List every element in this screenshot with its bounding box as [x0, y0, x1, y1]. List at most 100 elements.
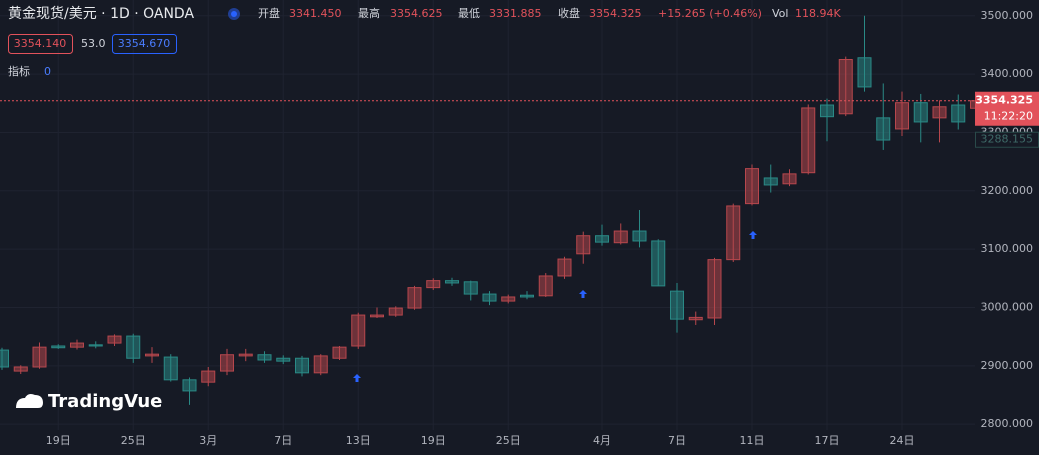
candle-body	[70, 342, 84, 348]
ohlc-value: 3341.450	[289, 7, 342, 20]
y-tick-label: 3500.000	[981, 9, 1034, 22]
y-tick-label: 3200.000	[981, 184, 1034, 197]
x-tick-label: 19日	[46, 434, 71, 447]
watermark: TradingVue	[48, 391, 162, 412]
last-price-tag	[975, 91, 1039, 126]
second-price-label: 3288.155	[981, 133, 1034, 146]
y-tick-label: 2900.000	[981, 359, 1034, 372]
candle-body	[0, 349, 9, 368]
x-tick-label: 4月	[593, 434, 611, 447]
axis: 2800.000 2900.000 3000.000 3100.000 3200.000…	[981, 9, 1034, 430]
candle-body	[201, 370, 216, 383]
candle-body	[538, 275, 553, 297]
candle-body	[276, 357, 291, 362]
candles	[0, 15, 984, 405]
candle-body	[163, 356, 178, 381]
candle-body	[332, 346, 347, 359]
symbol-title: 黄金现货/美元 · 1D · OANDA	[8, 5, 194, 22]
candle-body	[876, 117, 891, 141]
price-axis	[975, 0, 1039, 455]
candle-body	[838, 59, 853, 115]
candle-body	[670, 290, 684, 320]
candle-body	[107, 335, 122, 344]
candle-body	[801, 107, 816, 174]
candle-body	[295, 357, 309, 374]
x-tick-label: 13日	[346, 434, 371, 447]
bid-box[interactable]	[8, 34, 73, 54]
ohlc-value: 3354.625	[390, 7, 443, 20]
indicators-count: 0	[44, 65, 51, 78]
candle-body	[913, 102, 928, 123]
x-tick-label: 25日	[121, 434, 146, 447]
grid	[0, 0, 975, 430]
spread: 53.0	[81, 37, 106, 50]
candle-body	[351, 314, 366, 347]
candle-body	[463, 281, 478, 295]
x-tick-label: 25日	[496, 434, 521, 447]
candle-body	[257, 354, 272, 361]
ask[interactable]: 3354.670	[118, 37, 171, 50]
candle-body	[388, 307, 403, 316]
volume-value: 118.94K	[795, 7, 841, 20]
indicators-label[interactable]: 指标	[8, 64, 30, 78]
status-icon	[231, 11, 237, 17]
candle-body	[595, 235, 609, 243]
x-tick-label: 17日	[815, 434, 840, 447]
signal-arrow	[749, 231, 757, 239]
candle-body	[445, 280, 459, 284]
ohlc-label: 开盘	[258, 6, 280, 20]
change: +15.265 (+0.46%)	[658, 7, 762, 20]
ohlc-label: 收盘	[558, 6, 580, 20]
candle-body	[426, 280, 441, 289]
candle-body	[32, 346, 47, 368]
x-tick-label: 3月	[199, 434, 217, 447]
candle-body	[632, 230, 647, 242]
x-tick-label: 7日	[274, 434, 292, 447]
signal-arrow	[353, 374, 361, 382]
candle-body	[651, 240, 666, 287]
last-price-label: 3354.325	[975, 94, 1033, 107]
candle-body	[782, 173, 797, 185]
candle-body	[407, 287, 422, 309]
candle-body	[370, 314, 384, 318]
candle-body	[313, 355, 328, 374]
candle-body	[745, 168, 759, 205]
ohlc-value: 3331.885	[489, 7, 542, 20]
candle-body	[932, 106, 947, 119]
candle-body	[238, 353, 253, 357]
x-tick-label: 24日	[890, 434, 915, 447]
x-tick-label: 7日	[668, 434, 686, 447]
candle-body	[13, 366, 28, 372]
candle-body	[220, 354, 234, 372]
ohlc-value: 3354.325	[589, 7, 642, 20]
x-tick-label: 19日	[421, 434, 446, 447]
y-tick-label: 3400.000	[981, 67, 1034, 80]
y-tick-label: 3100.000	[981, 242, 1034, 255]
ohlc-label: 最高	[358, 6, 380, 20]
ohlc-label: 最低	[458, 7, 480, 20]
volume-label: Vol	[772, 7, 788, 20]
candle-body	[51, 345, 66, 349]
logo	[16, 394, 43, 408]
y-tick-label: 2800.000	[981, 417, 1034, 430]
candle-body	[613, 230, 628, 244]
signal-arrow	[579, 290, 587, 298]
candle-body	[520, 294, 534, 298]
candle-body	[951, 104, 966, 123]
candle-body	[557, 258, 572, 277]
candle-body	[820, 104, 834, 118]
candle-body	[182, 379, 197, 392]
bid[interactable]: 3354.140	[14, 37, 67, 50]
candle-body	[482, 293, 497, 302]
y-tick-label: 3000.000	[981, 300, 1034, 313]
candle-body	[763, 177, 778, 186]
candle-body	[895, 102, 909, 130]
candle-body	[857, 57, 872, 88]
x-tick-label: 11日	[740, 434, 765, 447]
ask-box[interactable]	[112, 34, 177, 54]
candle-body	[688, 316, 703, 321]
countdown: 11:22:20	[984, 110, 1033, 123]
candle-body	[88, 344, 103, 347]
